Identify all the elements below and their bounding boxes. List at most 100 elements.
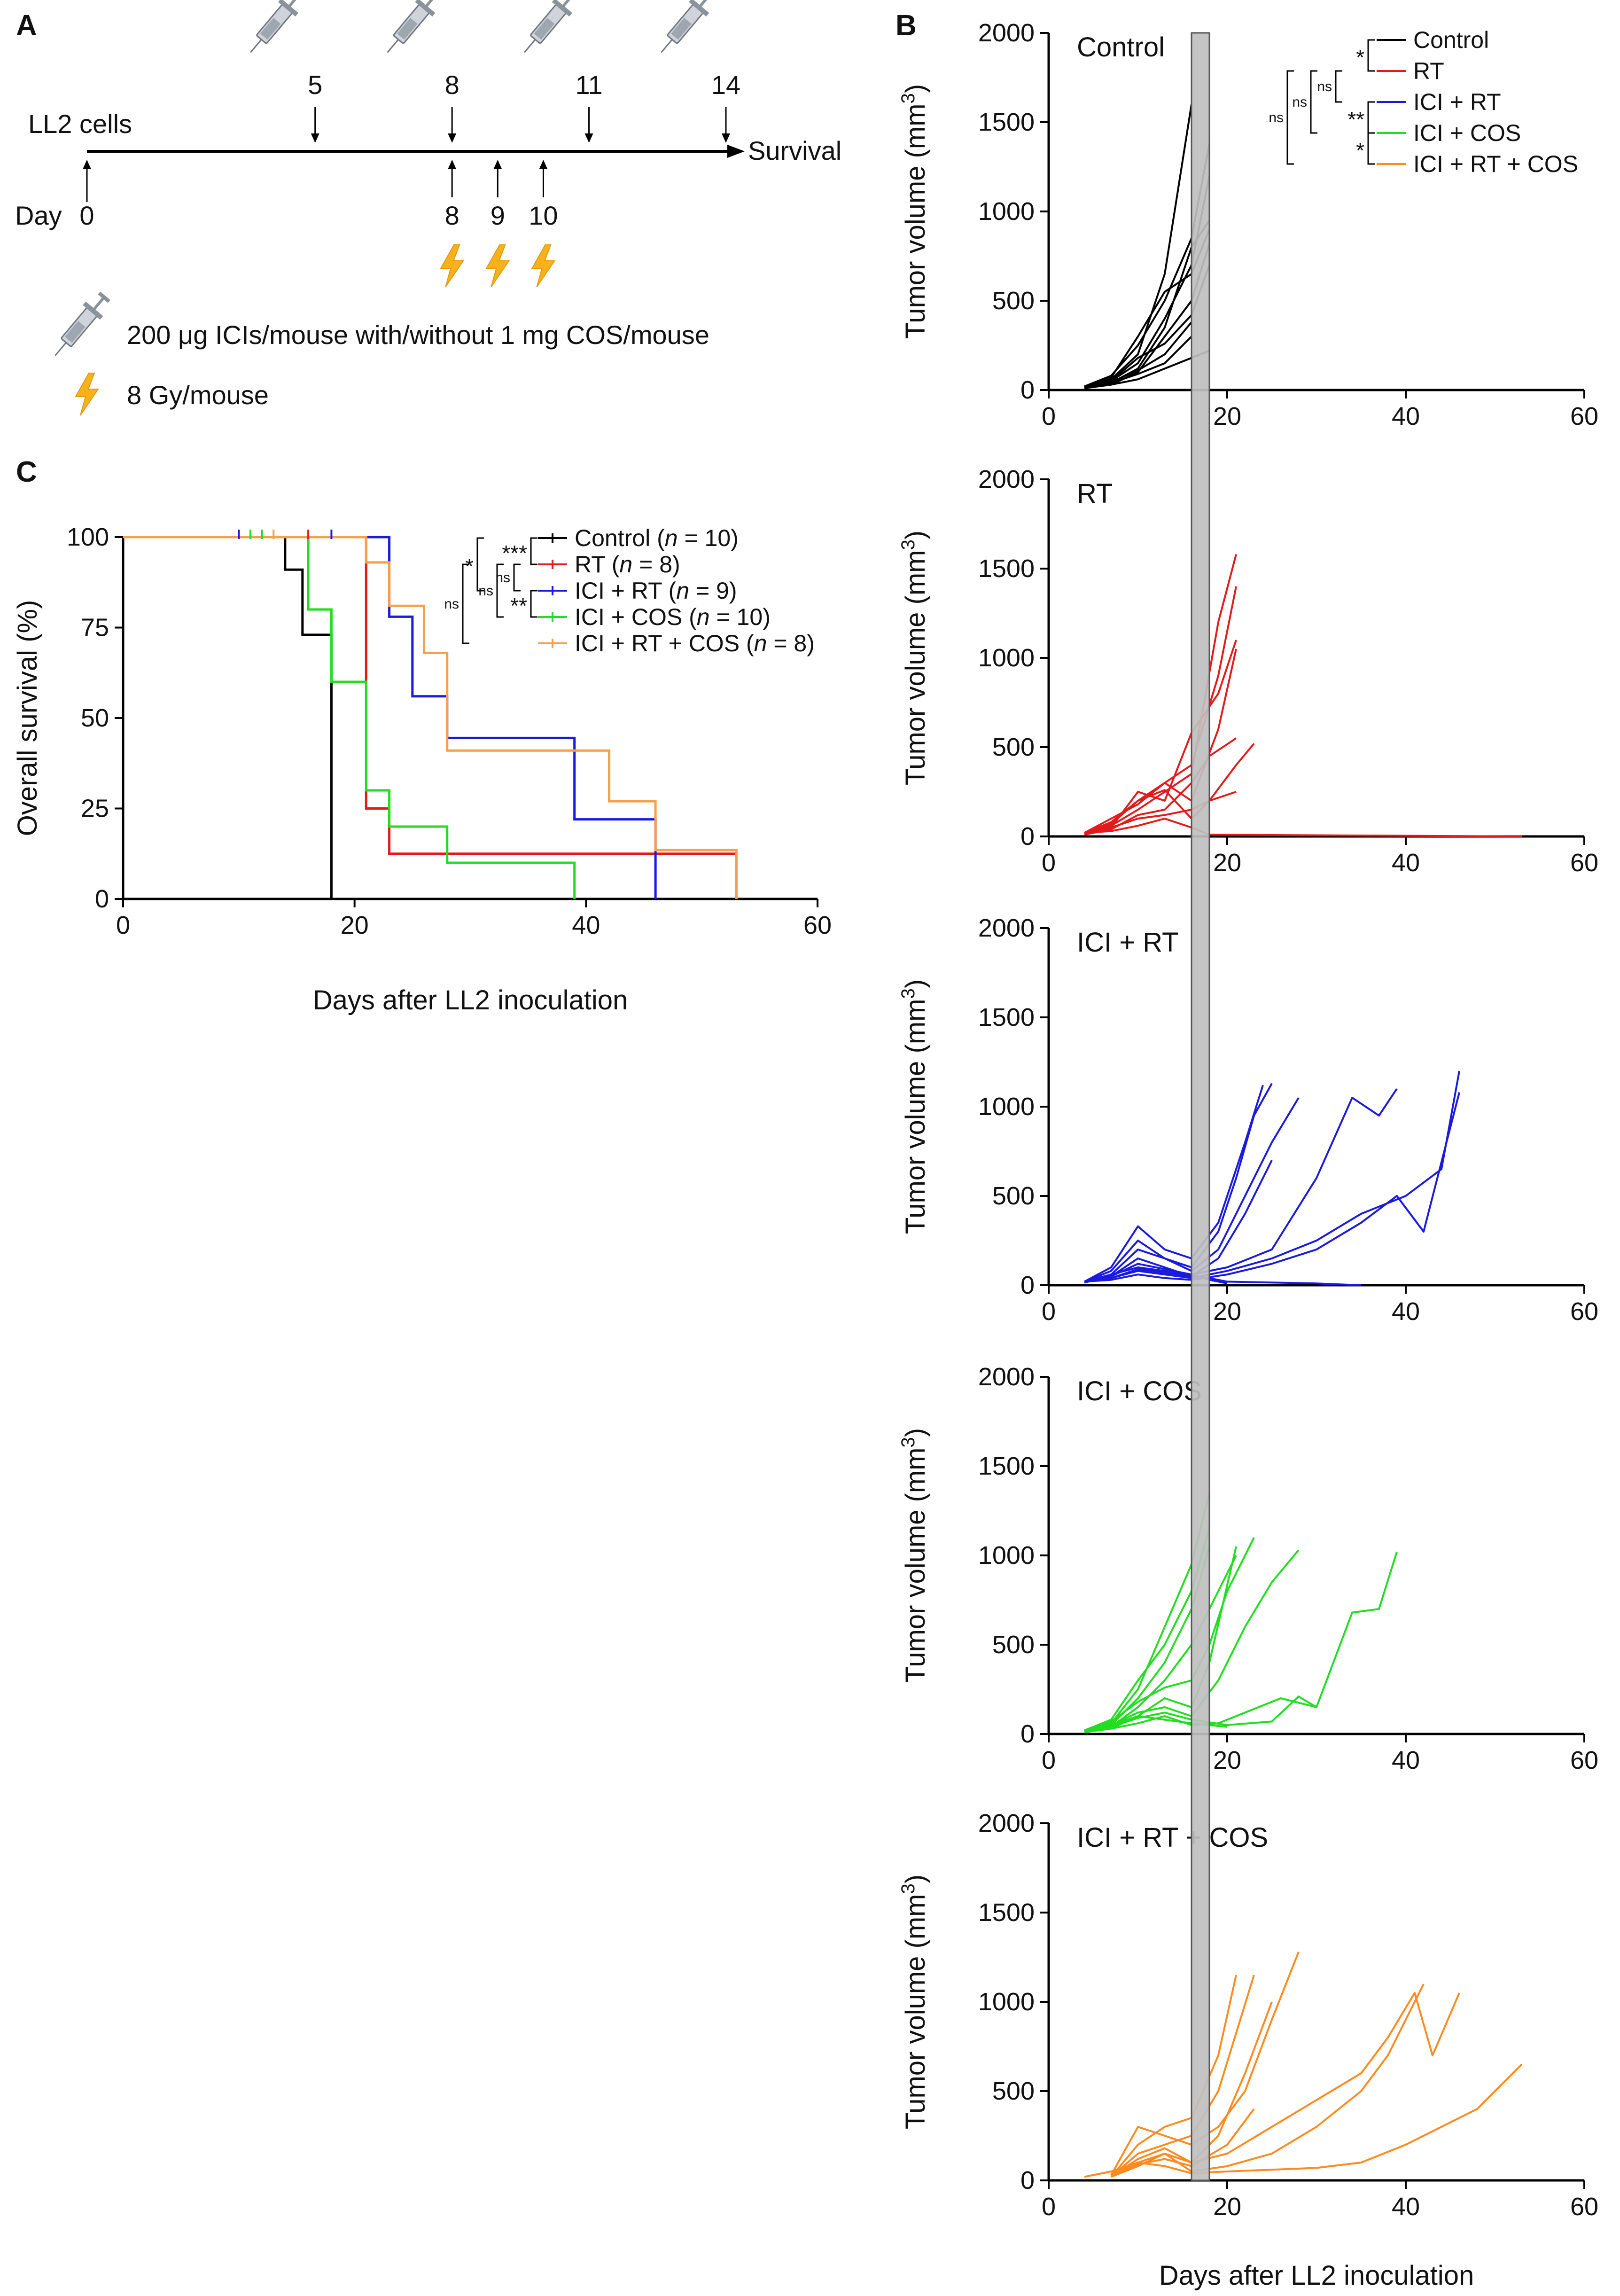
tumor-curve [1084,1070,1460,1283]
injection-day-11: 11 [515,0,603,143]
y-tick-label: 25 [81,795,109,823]
y-axis-label: Tumor volume (mm3) [898,1874,931,2129]
legend-item-control: Control [1377,27,1489,53]
y-tick-label: 1000 [978,197,1035,226]
injection-day-label: 14 [711,70,740,100]
irradiation-day-10: 10 [529,160,558,288]
tumor-curve [1084,648,1237,834]
significance-bracket [1367,132,1375,165]
irradiation-day-label: 8 [445,201,460,230]
significance-label: * [1356,138,1364,163]
legend-label: ICI + RT [1413,89,1501,115]
x-tick-label: 40 [1392,402,1420,430]
significance-label: ns [1317,79,1332,94]
legend-label: ICI + RT + COS (n = 8) [575,630,815,656]
tumor-curve [1084,229,1210,388]
significance-label: ** [1347,107,1364,132]
x-tick-label: 0 [1042,402,1056,430]
syringe-icon [378,0,447,61]
legend-label: Control [1413,27,1489,53]
x-tick-label: 60 [1570,1297,1598,1326]
legend-label: ICI + RT + COS [1413,151,1578,177]
significance-label: *** [502,541,527,565]
timeline-end-label: Survival [748,136,841,165]
legend-label: RT (n = 8) [575,551,680,578]
x-tick-label: 40 [1392,1746,1420,1774]
significance-label: ns [1269,110,1284,125]
x-tick-label: 20 [1213,402,1241,430]
lightning-bolt-icon [440,244,464,288]
injection-day-label: 8 [445,70,460,100]
x-tick-label: 20 [341,911,369,939]
y-axis-label: Tumor volume (mm3) [898,531,931,785]
tumor-curve [1084,321,1192,388]
panel-title: ICI + COS [1077,1376,1202,1406]
y-tick-label: 2000 [978,19,1035,47]
x-tick-label: 20 [1213,1297,1241,1326]
y-tick-label: 1000 [978,1988,1035,2016]
x-tick-label: 0 [1042,849,1056,877]
tumor-chart-control: 0 20 40 60 0 500 1000 1500 2000 Control Tumor volu… [898,19,1598,430]
y-axis-label: Tumor volume (mm3) [898,1428,931,1683]
panel-letter-b: B [896,9,917,42]
significance-label: * [1356,45,1364,70]
survival-curve-ici_cos [123,536,576,899]
y-tick-label: 2000 [978,914,1035,942]
irradiation-day-8: 8 [440,160,464,288]
significance-bracket [496,563,504,618]
significance-label: ** [510,594,527,618]
legend-item-ici_cos: ICI + COS [1377,120,1521,146]
tumor-legend: Control RT ICI + RT ICI + COS ICI + RT + COS [1377,27,1578,177]
tumor-curve [1084,640,1237,835]
survival-curve-ici_rt_cos_survival [123,536,738,899]
panel-letter-c: C [16,456,37,488]
y-tick-label: 0 [1020,822,1035,851]
x-axis-label: Days after LL2 inoculation [313,985,628,1015]
tumor-curve [1111,1984,1425,2178]
x-tick-label: 60 [803,911,832,939]
x-tick-label: 0 [116,911,130,939]
tumor-curve [1110,1992,1460,2178]
injection-days: 5 8 11 14 [241,0,740,143]
legend-label: RT [1413,58,1444,84]
x-tick-label: 0 [1042,1746,1056,1774]
panel-title: Control [1077,32,1165,62]
tumor-chart-ici_rt: 0 20 40 60 0 500 1000 1500 2000 ICI + RT Tumor vol… [898,914,1598,1326]
x-tick-label: 20 [1213,849,1241,877]
tumor-curve [1084,1551,1398,1732]
treatment-window-shade [1191,32,1210,2181]
tumor-chart-ici_rt_cos: 0 20 40 60 0 500 1000 1500 2000 ICI + RT + COS Tum… [898,1809,1598,2221]
legend-irradiation-text: 8 Gy/mouse [127,380,269,410]
significance-bracket [1367,101,1375,134]
tumor-curve [1084,1085,1264,1283]
y-tick-label: 500 [992,1631,1035,1659]
y-tick-label: 1500 [978,1003,1035,1031]
y-tick-label: 50 [81,704,109,732]
tumor-curve [1084,818,1522,837]
significance-bracket [530,537,537,565]
y-tick-label: 1500 [978,1452,1035,1480]
syringe-icon [652,0,721,61]
tumor-chart-ici_cos: 0 20 40 60 0 500 1000 1500 2000 ICI + COS Tumor vo… [898,1363,1598,1774]
significance-bracket [530,590,537,618]
x-tick-label: 20 [1213,1746,1241,1774]
x-tick-label: 0 [1042,1297,1056,1326]
significance-label: ns [478,583,493,599]
x-tick-label: 40 [1392,2193,1420,2221]
significance-bracket [1310,70,1317,134]
legend-item-ici_rt_cos: ICI + RT + COS [1377,151,1578,177]
legend-injection-text: 200 μg ICIs/mouse with/without 1 mg COS/… [127,320,709,350]
x-tick-label: 60 [1570,849,1598,877]
tumor-curve [1084,1083,1273,1283]
tumor-curve [1084,1088,1398,1283]
injection-day-label: 5 [308,70,322,100]
legend-item-ici_rt_cos: ICI + RT + COS (n = 8) [538,630,815,656]
injection-day-8: 8 [378,0,460,143]
x-axis-label: Days after LL2 inoculation [1159,2260,1474,2291]
panel-title: RT [1077,478,1113,509]
significance-bracket [513,563,521,592]
y-tick-label: 0 [1020,376,1035,404]
legend-label: ICI + RT (n = 9) [575,578,737,604]
y-tick-label: 1000 [978,644,1035,672]
